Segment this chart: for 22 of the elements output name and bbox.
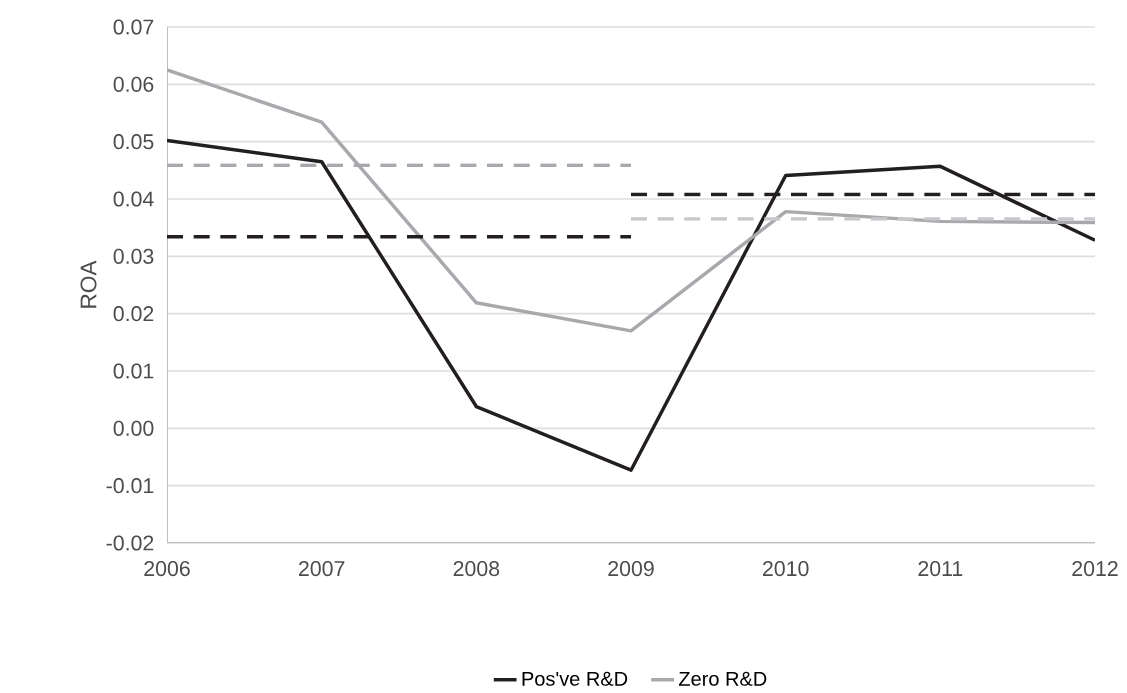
y-tick-label: 0.07 <box>113 19 154 35</box>
legend-label: Zero R&D <box>679 671 767 686</box>
x-tick-label: 2010 <box>763 561 809 577</box>
y-tick-label: 0.01 <box>113 363 154 379</box>
legend-label: Pos've R&D <box>522 671 628 686</box>
line-series <box>167 138 1096 472</box>
y-tick-label: 0.04 <box>113 191 154 207</box>
x-tick-label: 2011 <box>918 561 963 577</box>
y-tick-label: 0.00 <box>113 420 154 436</box>
y-tick-label: 0.03 <box>113 248 154 264</box>
x-tick-label: 2009 <box>608 561 654 577</box>
y-tick-label: 0.05 <box>113 134 154 150</box>
y-axis-title: ROA <box>80 260 97 308</box>
x-tick-label: 2008 <box>453 561 500 577</box>
y-tick-label: 0.06 <box>113 76 154 92</box>
x-tick-label: 2012 <box>1072 561 1118 577</box>
x-tick-label: 2007 <box>299 561 345 577</box>
y-tick-label: -0.01 <box>106 478 154 494</box>
y-tick-label: 0.02 <box>113 306 154 322</box>
y-tick-label: -0.02 <box>106 535 154 551</box>
x-tick-label: 2006 <box>144 561 190 577</box>
line-series <box>167 68 1096 333</box>
